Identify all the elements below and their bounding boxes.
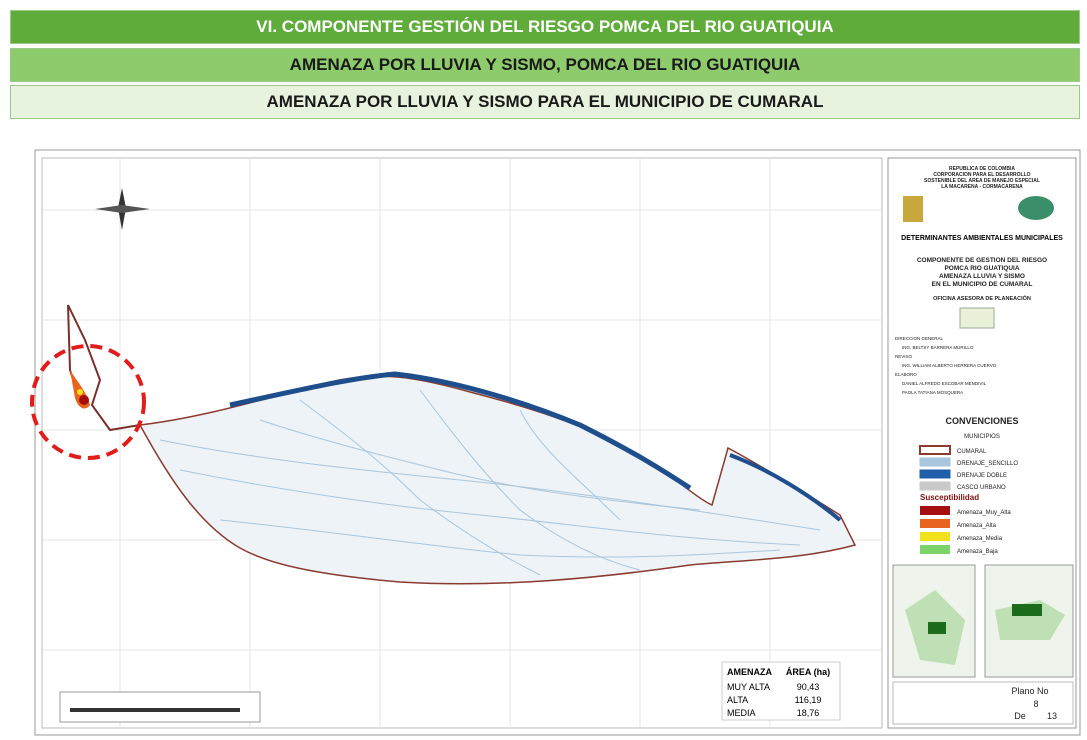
sidebar-text: CONVENCIONES	[945, 416, 1018, 426]
sidebar-text: DANIEL ALFREDO ESCOBAR MENDIVIL	[902, 381, 987, 386]
sidebar-text: 8	[1033, 699, 1038, 709]
table-cell: 116,19	[795, 695, 822, 705]
sidebar-text: Amenaza_Media	[957, 536, 1003, 542]
page: VI. COMPONENTE GESTIÓN DEL RIESGO POMCA …	[0, 0, 1087, 740]
table-cell: MEDIA	[727, 708, 756, 718]
sidebar-text: POMCA RIO GUATIQUIA	[944, 265, 1019, 272]
scale-bar	[60, 692, 260, 722]
sidebar-text: 13	[1047, 711, 1057, 721]
sidebar-text: DRENAJE_SENCILLO	[957, 461, 1018, 467]
sidebar-text: ING. BELTSY BARRERA MURILLO	[902, 345, 974, 350]
sidebar-text: Plano No	[1011, 686, 1048, 696]
sidebar-text: DRENAJE DOBLE	[957, 473, 1007, 479]
sidebar-text: LA MACARENA - CORMACARENA	[941, 184, 1023, 190]
legend-swatch	[920, 506, 950, 515]
sidebar-text: De	[1014, 711, 1026, 721]
sidebar-text: AMENAZA LLUVIA Y SISMO	[939, 273, 1025, 280]
table-cell: 90,43	[797, 682, 820, 692]
sidebar-text: OFICINA ASESORA DE PLANEACIÓN	[933, 294, 1031, 302]
sidebar-text: Amenaza_Alta	[957, 523, 997, 529]
sidebar-text: ING. WILLIAM ALBERTO HERRERA CUERVO	[902, 363, 997, 368]
sidebar-text: COMPONENTE DE GESTION DEL RIESGO	[917, 257, 1047, 264]
sidebar-text: Amenaza_Baja	[957, 549, 998, 555]
legend-swatch	[920, 519, 950, 528]
subject: DETERMINANTES AMBIENTALES MUNICIPALES	[901, 235, 1063, 242]
hazard-very-high	[79, 395, 89, 405]
map-sheet: AMENAZA ÁREA (ha) MUY ALTA 90,43 ALTA 116,19 M…	[0, 0, 1087, 740]
sidebar-text: CASCO URBANO	[957, 485, 1006, 491]
table-cell: ALTA	[727, 695, 748, 705]
table-cell: 18,76	[797, 708, 820, 718]
table-cell: MUY ALTA	[727, 682, 770, 692]
legend-swatch	[920, 482, 950, 490]
legend-swatch	[920, 545, 950, 554]
legend-swatch	[920, 532, 950, 541]
sidebar-text: EN EL MUNICIPIO DE CUMARAL	[932, 281, 1033, 288]
sidebar-text: DIRECCION GENERAL	[895, 336, 944, 341]
sidebar-text: MUNICIPIOS	[964, 434, 1000, 440]
sidebar-text: REVISO	[895, 354, 913, 359]
hazard-medium	[77, 389, 83, 395]
table-header: AMENAZA	[727, 667, 772, 677]
table-header: ÁREA (ha)	[786, 667, 830, 677]
sidebar-text: CUMARAL	[957, 449, 987, 455]
legend-swatch	[920, 458, 950, 466]
legend-swatch	[920, 470, 950, 478]
area-table: AMENAZA ÁREA (ha) MUY ALTA 90,43 ALTA 116,19 M…	[722, 662, 840, 720]
sidebar-text: Amenaza_Muy_Alta	[957, 510, 1011, 516]
legend-swatch	[920, 446, 950, 454]
sidebar-text: ELABORO	[895, 372, 917, 377]
sidebar-text: PAOLA TATIANA MOSQUERA	[902, 390, 963, 395]
legend-group: Susceptibilidad	[920, 493, 979, 502]
